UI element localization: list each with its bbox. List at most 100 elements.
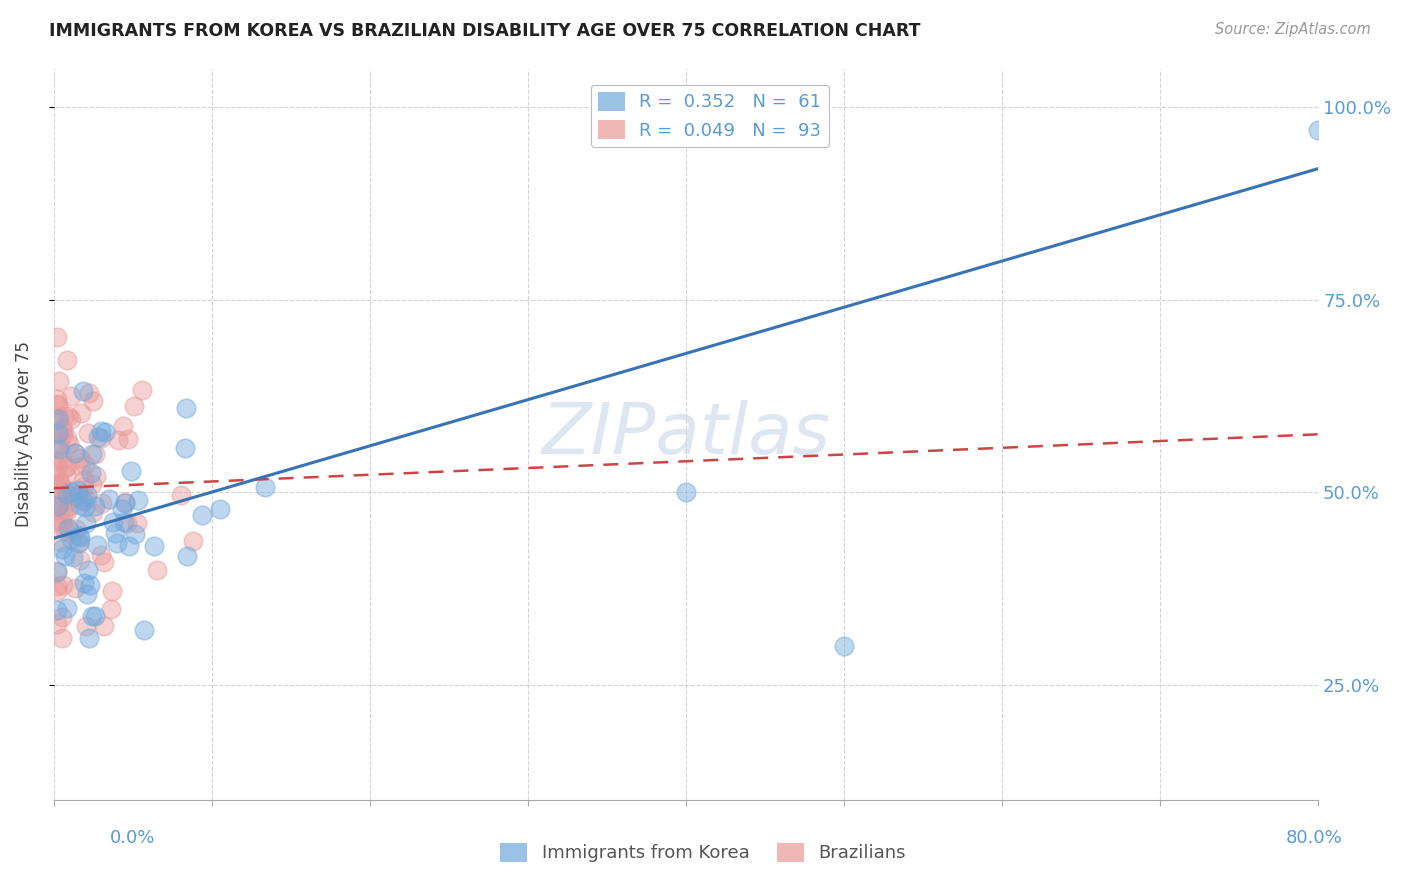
- Brazilians: [46, 392, 69, 406]
- Y-axis label: Disability Age Over 75: Disability Age Over 75: [15, 342, 32, 527]
- Immigrants from Korea: [60, 485, 83, 500]
- Immigrants from Korea: [67, 536, 90, 550]
- Immigrants from Korea: [208, 502, 231, 516]
- Brazilians: [52, 423, 75, 437]
- Brazilians: [59, 500, 82, 514]
- Brazilians: [46, 616, 69, 631]
- Brazilians: [100, 602, 122, 616]
- Legend: Immigrants from Korea, Brazilians: Immigrants from Korea, Brazilians: [494, 836, 912, 870]
- Text: 0.0%: 0.0%: [110, 829, 155, 847]
- Brazilians: [58, 437, 80, 451]
- Brazilians: [56, 353, 79, 368]
- Immigrants from Korea: [75, 516, 97, 530]
- Brazilians: [76, 426, 98, 441]
- Brazilians: [48, 427, 70, 442]
- Immigrants from Korea: [46, 603, 69, 617]
- Immigrants from Korea: [176, 401, 198, 416]
- Brazilians: [48, 410, 70, 425]
- Brazilians: [51, 535, 73, 549]
- Brazilians: [46, 564, 69, 578]
- Brazilians: [49, 476, 72, 491]
- Brazilians: [48, 374, 70, 388]
- Immigrants from Korea: [58, 520, 80, 534]
- Brazilians: [53, 409, 76, 424]
- Brazilians: [49, 497, 72, 511]
- Text: IMMIGRANTS FROM KOREA VS BRAZILIAN DISABILITY AGE OVER 75 CORRELATION CHART: IMMIGRANTS FROM KOREA VS BRAZILIAN DISAB…: [49, 22, 921, 40]
- Immigrants from Korea: [51, 542, 73, 557]
- Brazilians: [51, 421, 73, 435]
- Immigrants from Korea: [82, 608, 104, 623]
- Brazilians: [69, 406, 91, 420]
- Immigrants from Korea: [105, 536, 128, 550]
- Immigrants from Korea: [46, 412, 69, 426]
- Brazilians: [181, 534, 204, 549]
- Immigrants from Korea: [76, 488, 98, 502]
- Brazilians: [48, 503, 70, 517]
- Brazilians: [122, 399, 145, 413]
- Immigrants from Korea: [60, 533, 83, 547]
- Immigrants from Korea: [86, 538, 108, 552]
- Immigrants from Korea: [69, 499, 91, 513]
- Immigrants from Korea: [48, 442, 70, 456]
- Immigrants from Korea: [253, 480, 276, 494]
- Brazilians: [60, 389, 83, 403]
- Brazilians: [93, 619, 115, 633]
- Immigrants from Korea: [111, 502, 134, 516]
- Immigrants from Korea: [101, 516, 124, 530]
- Immigrants from Korea: [191, 508, 214, 523]
- Immigrants from Korea: [117, 540, 139, 554]
- Brazilians: [46, 516, 69, 530]
- Immigrants from Korea: [46, 425, 69, 440]
- Immigrants from Korea: [143, 540, 166, 554]
- Text: ZIPatlas: ZIPatlas: [541, 400, 831, 469]
- Immigrants from Korea: [132, 624, 155, 638]
- Brazilians: [55, 458, 77, 473]
- Brazilians: [49, 476, 72, 491]
- Immigrants from Korea: [73, 576, 96, 591]
- Brazilians: [75, 492, 97, 507]
- Immigrants from Korea: [173, 441, 195, 455]
- Brazilians: [52, 428, 75, 442]
- Immigrants from Korea: [53, 549, 76, 564]
- Legend: R =  0.352   N =  61, R =  0.049   N =  93: R = 0.352 N = 61, R = 0.049 N = 93: [591, 85, 828, 147]
- Immigrants from Korea: [832, 639, 855, 653]
- Brazilians: [56, 431, 79, 445]
- Brazilians: [46, 579, 69, 593]
- Immigrants from Korea: [124, 527, 146, 541]
- Brazilians: [49, 437, 72, 451]
- Brazilians: [83, 447, 105, 461]
- Immigrants from Korea: [62, 549, 84, 564]
- Brazilians: [146, 563, 169, 577]
- Brazilians: [52, 491, 75, 505]
- Immigrants from Korea: [76, 563, 98, 577]
- Brazilians: [80, 476, 103, 491]
- Immigrants from Korea: [93, 425, 115, 439]
- Brazilians: [90, 431, 112, 445]
- Immigrants from Korea: [90, 424, 112, 438]
- Brazilians: [46, 479, 69, 493]
- Brazilians: [82, 505, 104, 519]
- Brazilians: [75, 619, 97, 633]
- Immigrants from Korea: [55, 487, 77, 501]
- Brazilians: [131, 384, 153, 398]
- Brazilians: [114, 495, 136, 509]
- Immigrants from Korea: [114, 496, 136, 510]
- Brazilians: [53, 460, 76, 475]
- Brazilians: [115, 516, 138, 531]
- Brazilians: [46, 514, 69, 528]
- Brazilians: [72, 493, 94, 508]
- Brazilians: [73, 478, 96, 492]
- Brazilians: [69, 459, 91, 474]
- Immigrants from Korea: [46, 499, 69, 513]
- Brazilians: [51, 453, 73, 467]
- Brazilians: [46, 583, 69, 598]
- Brazilians: [65, 490, 87, 504]
- Brazilians: [117, 432, 139, 446]
- Brazilians: [48, 473, 70, 487]
- Immigrants from Korea: [46, 566, 69, 580]
- Brazilians: [53, 524, 76, 538]
- Brazilians: [65, 522, 87, 536]
- Brazilians: [46, 459, 69, 474]
- Immigrants from Korea: [76, 586, 98, 600]
- Brazilians: [46, 330, 69, 344]
